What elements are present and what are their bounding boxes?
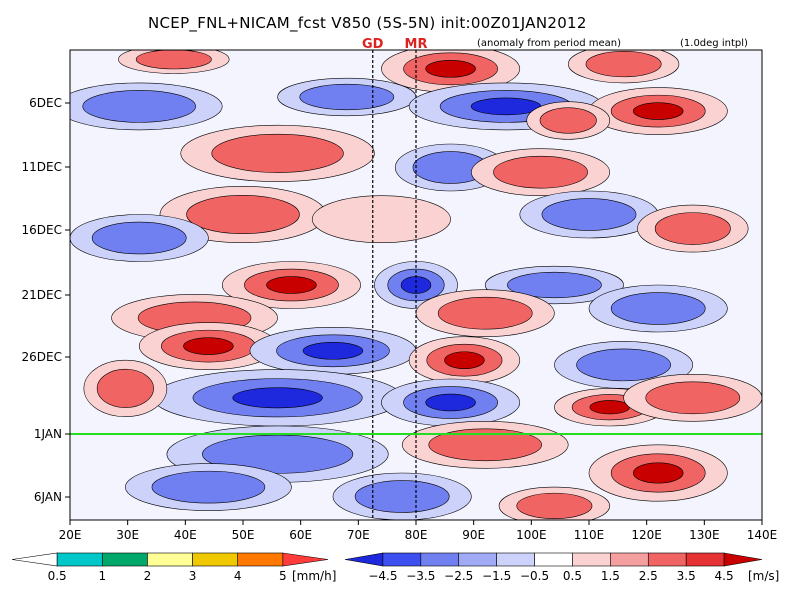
field-blob xyxy=(576,348,671,382)
marker-label: MR xyxy=(405,37,428,52)
precip-legend-swatch xyxy=(101,552,148,567)
field-blob xyxy=(183,337,234,355)
wind-legend-swatch xyxy=(496,552,535,567)
x-tick-label: 90E xyxy=(462,528,485,542)
field-blob xyxy=(354,480,450,513)
wind-legend-unit: [m/s] xyxy=(748,569,779,583)
wind-legend-label: 4.5 xyxy=(715,569,734,583)
x-tick-label: 30E xyxy=(116,528,139,542)
field-blob xyxy=(299,83,395,111)
y-tick-label: 26DEC xyxy=(22,350,62,364)
field-blob xyxy=(632,102,684,120)
anomaly-field xyxy=(70,50,762,520)
field-blob xyxy=(437,296,533,330)
field-blob xyxy=(516,492,593,519)
wind-legend-swatch xyxy=(572,552,611,567)
field-blob xyxy=(428,428,542,462)
wind-legend-label: −1.5 xyxy=(482,569,511,583)
overlay: GD MR xyxy=(70,37,762,520)
wind-legend-label: −0.5 xyxy=(520,569,549,583)
wind-legend-swatch xyxy=(344,552,384,567)
field-blob xyxy=(507,271,602,299)
wind-legend-swatch xyxy=(534,552,573,567)
precip-legend-swatch xyxy=(282,552,329,567)
field-blob xyxy=(151,470,266,504)
precip-legend-swatch xyxy=(147,552,193,567)
wind-legend-label: 2.5 xyxy=(639,569,658,583)
x-tick-label: 80E xyxy=(405,528,428,542)
marker-label: GD xyxy=(362,37,384,52)
x-tick-label: 50E xyxy=(232,528,255,542)
field-blob xyxy=(632,462,684,484)
x-tick-label: 40E xyxy=(174,528,197,542)
field-blob xyxy=(610,292,706,325)
field-blob xyxy=(541,198,637,231)
wind-legend-swatch xyxy=(723,552,763,567)
x-tick-label: 140E xyxy=(747,528,778,542)
y-tick-label: 11DEC xyxy=(22,160,62,174)
wind-legend-swatch xyxy=(420,552,460,567)
field-blob xyxy=(91,221,187,255)
wind-legend-swatch xyxy=(382,552,422,567)
interp-note: (1.0deg intpl) xyxy=(680,38,748,49)
precip-legend-label: 3 xyxy=(189,569,197,583)
field-blob xyxy=(493,155,588,189)
precip-legend-label: 5 xyxy=(279,569,287,583)
precip-legend-swatch xyxy=(11,552,58,567)
field-blob xyxy=(135,50,212,70)
y-tick-label: 16DEC xyxy=(22,223,62,237)
precip-legend-swatch xyxy=(192,552,239,567)
y-tick-label: 6JAN xyxy=(34,490,62,504)
precip-legend-label: 0.5 xyxy=(48,569,67,583)
anomaly-note: (anomaly from period mean) xyxy=(477,38,621,49)
field-blob xyxy=(232,387,323,409)
wind-legend-label: 1.5 xyxy=(601,569,620,583)
precip-legend-label: 4 xyxy=(234,569,242,583)
y-tick-label: 6DEC xyxy=(29,96,62,110)
field-blob xyxy=(645,381,741,415)
x-tick-label: 60E xyxy=(289,528,312,542)
x-tick-label: 20E xyxy=(59,528,82,542)
x-tick-label: 130E xyxy=(689,528,720,542)
field-blob xyxy=(589,400,630,415)
x-tick-label: 120E xyxy=(631,528,662,542)
wind-legend-swatch xyxy=(685,552,725,567)
wind-legend-swatch xyxy=(647,552,687,567)
field-blob xyxy=(96,368,154,408)
field-blob xyxy=(302,342,364,360)
y-tick-label: 1JAN xyxy=(34,427,62,441)
wind-legend-label: 3.5 xyxy=(677,569,696,583)
precip-legend-unit: [mm/h] xyxy=(292,569,336,583)
field-blob xyxy=(585,51,662,78)
y-tick-label: 21DEC xyxy=(22,288,62,302)
x-tick-label: 100E xyxy=(516,528,547,542)
wind-legend-label: 0.5 xyxy=(563,569,582,583)
wind-legend-label: −4.5 xyxy=(368,569,397,583)
precip-legend-swatch xyxy=(56,552,103,567)
wind-legend-label: −3.5 xyxy=(406,569,435,583)
wind-legend-swatch xyxy=(610,552,649,567)
precip-legend-swatch xyxy=(237,552,284,567)
field-blob xyxy=(425,393,476,412)
field-blob xyxy=(444,351,485,369)
wind-legend-swatch xyxy=(458,552,497,567)
chart-title-text: NCEP_FNL+NICAM_fcst V850 (5S-5N) init:00… xyxy=(148,14,587,32)
precip-legend-label: 1 xyxy=(98,569,106,583)
precip-legend-label: 2 xyxy=(144,569,152,583)
field-blob xyxy=(82,90,196,123)
legends: 0.5 1 2 3 4 5 [mm/h] −4.5 −3.5 −2.5 −1.5 −0.5 0.5 1.5… xyxy=(11,552,779,583)
field-blob xyxy=(202,434,354,474)
x-tick-label: 110E xyxy=(574,528,605,542)
field-blob xyxy=(311,195,451,243)
field-blob xyxy=(211,133,344,173)
field-blob xyxy=(186,195,300,234)
field-blob xyxy=(425,60,476,78)
x-tick-label: 70E xyxy=(347,528,370,542)
field-blob xyxy=(654,212,731,245)
axes: 20E 30E 40E 50E 60E 70E 80E 90E 100E 110E 120E 130E… xyxy=(22,49,778,542)
wind-legend-label: −2.5 xyxy=(444,569,473,583)
field-blob xyxy=(266,276,317,294)
field-blob xyxy=(539,107,597,134)
